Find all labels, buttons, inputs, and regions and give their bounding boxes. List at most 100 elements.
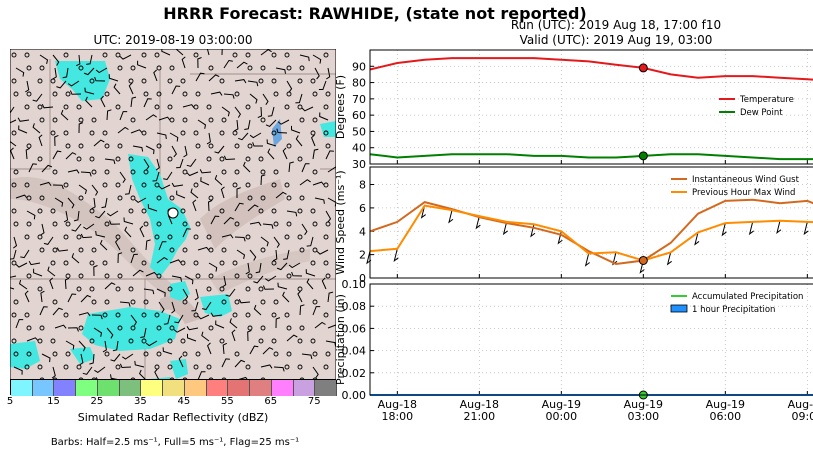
plot-frame	[369, 166, 813, 279]
calm-wind-marker	[130, 247, 136, 253]
wind-barb	[199, 169, 212, 174]
calm-wind-marker	[91, 117, 97, 123]
calm-wind-marker	[297, 104, 303, 110]
calm-wind-marker	[299, 247, 305, 253]
calm-wind-marker	[260, 325, 266, 331]
calm-wind-marker	[52, 117, 58, 123]
wind-barb	[316, 249, 329, 255]
wind-barb	[257, 106, 263, 119]
calm-wind-marker	[273, 91, 279, 97]
calm-wind-marker	[271, 182, 277, 188]
wind-barb	[275, 67, 286, 74]
wind-barb	[83, 67, 95, 76]
wind-barb	[17, 117, 30, 122]
calm-wind-marker	[232, 182, 238, 188]
calm-wind-marker	[208, 247, 214, 253]
wind-barb	[65, 152, 77, 160]
calm-wind-marker	[208, 65, 214, 71]
wind-barb	[28, 163, 37, 173]
wind-barb	[448, 210, 454, 224]
calm-wind-marker	[258, 338, 264, 344]
wind-barb	[102, 340, 107, 353]
calm-wind-marker	[115, 312, 121, 318]
colorbar-swatch	[141, 380, 164, 396]
calm-wind-marker	[312, 169, 318, 175]
wind-barb	[106, 210, 119, 217]
y-tick-label: 40	[352, 142, 366, 155]
wind-barb	[95, 67, 108, 74]
wind-barb	[54, 134, 59, 147]
colorbar-swatch	[54, 380, 77, 396]
wind-barb	[186, 158, 197, 167]
wind-barb	[223, 59, 233, 69]
calm-wind-marker	[182, 91, 188, 97]
calm-wind-marker	[245, 52, 251, 58]
wind-barb	[119, 301, 131, 307]
wind-barb	[325, 150, 334, 160]
wind-barb	[327, 291, 334, 303]
wind-barb	[119, 54, 132, 60]
calm-wind-marker	[52, 351, 58, 357]
wind-barb	[197, 57, 202, 69]
wind-barb	[221, 358, 230, 368]
wind-barb	[147, 204, 158, 212]
calm-wind-marker	[63, 104, 69, 110]
calm-wind-marker	[260, 299, 266, 305]
calm-wind-marker	[271, 130, 277, 136]
calm-wind-marker	[52, 299, 58, 305]
y-tick-label: 0.02	[342, 367, 367, 380]
calm-wind-marker	[234, 169, 240, 175]
calm-wind-marker	[325, 221, 331, 227]
calm-wind-marker	[11, 52, 17, 58]
wind-barb	[51, 366, 56, 379]
calm-wind-marker	[312, 299, 318, 305]
wind-barb	[222, 275, 227, 288]
series-line	[369, 57, 813, 81]
calm-wind-marker	[182, 351, 188, 357]
wind-barb	[137, 60, 147, 69]
calm-wind-marker	[234, 299, 240, 305]
wind-barb	[206, 132, 211, 145]
wind-barb	[214, 175, 223, 186]
radar-echo-area	[170, 281, 190, 301]
calm-wind-marker	[206, 364, 212, 370]
calm-wind-marker	[141, 260, 147, 266]
wind-barb	[612, 252, 618, 266]
calm-wind-marker	[245, 234, 251, 240]
wind-barb	[249, 93, 258, 104]
wind-barb	[277, 282, 288, 290]
wind-barb	[252, 142, 263, 147]
calm-wind-marker	[117, 273, 123, 279]
wind-barb	[67, 80, 80, 87]
wind-barb	[69, 90, 82, 95]
calm-wind-marker	[323, 104, 329, 110]
wind-barb	[694, 232, 700, 246]
calm-wind-marker	[141, 208, 147, 214]
wind-barb	[238, 132, 249, 141]
wind-barb	[208, 262, 218, 272]
calm-wind-marker	[271, 312, 277, 318]
calm-wind-marker	[297, 208, 303, 214]
wind-barb	[130, 253, 138, 264]
wind-barb	[312, 366, 319, 378]
calm-wind-marker	[13, 299, 19, 305]
wind-barb	[178, 355, 184, 368]
calm-wind-marker	[89, 78, 95, 84]
plot-frame	[369, 283, 813, 396]
calm-wind-marker	[219, 130, 225, 136]
calm-wind-marker	[208, 325, 214, 331]
calm-wind-marker	[271, 338, 277, 344]
wind-barb	[85, 96, 93, 108]
calm-wind-marker	[323, 130, 329, 136]
calm-wind-marker	[323, 52, 329, 58]
calm-wind-marker	[258, 78, 264, 84]
calm-wind-marker	[104, 221, 110, 227]
y-tick-label: 8	[359, 179, 366, 192]
calm-wind-marker	[219, 156, 225, 162]
wind-barb	[215, 320, 225, 329]
colorbar-swatch	[293, 380, 316, 396]
calm-wind-marker	[143, 169, 149, 175]
calm-wind-marker	[273, 299, 279, 305]
wind-barb	[91, 314, 103, 320]
wind-barb	[20, 249, 30, 259]
